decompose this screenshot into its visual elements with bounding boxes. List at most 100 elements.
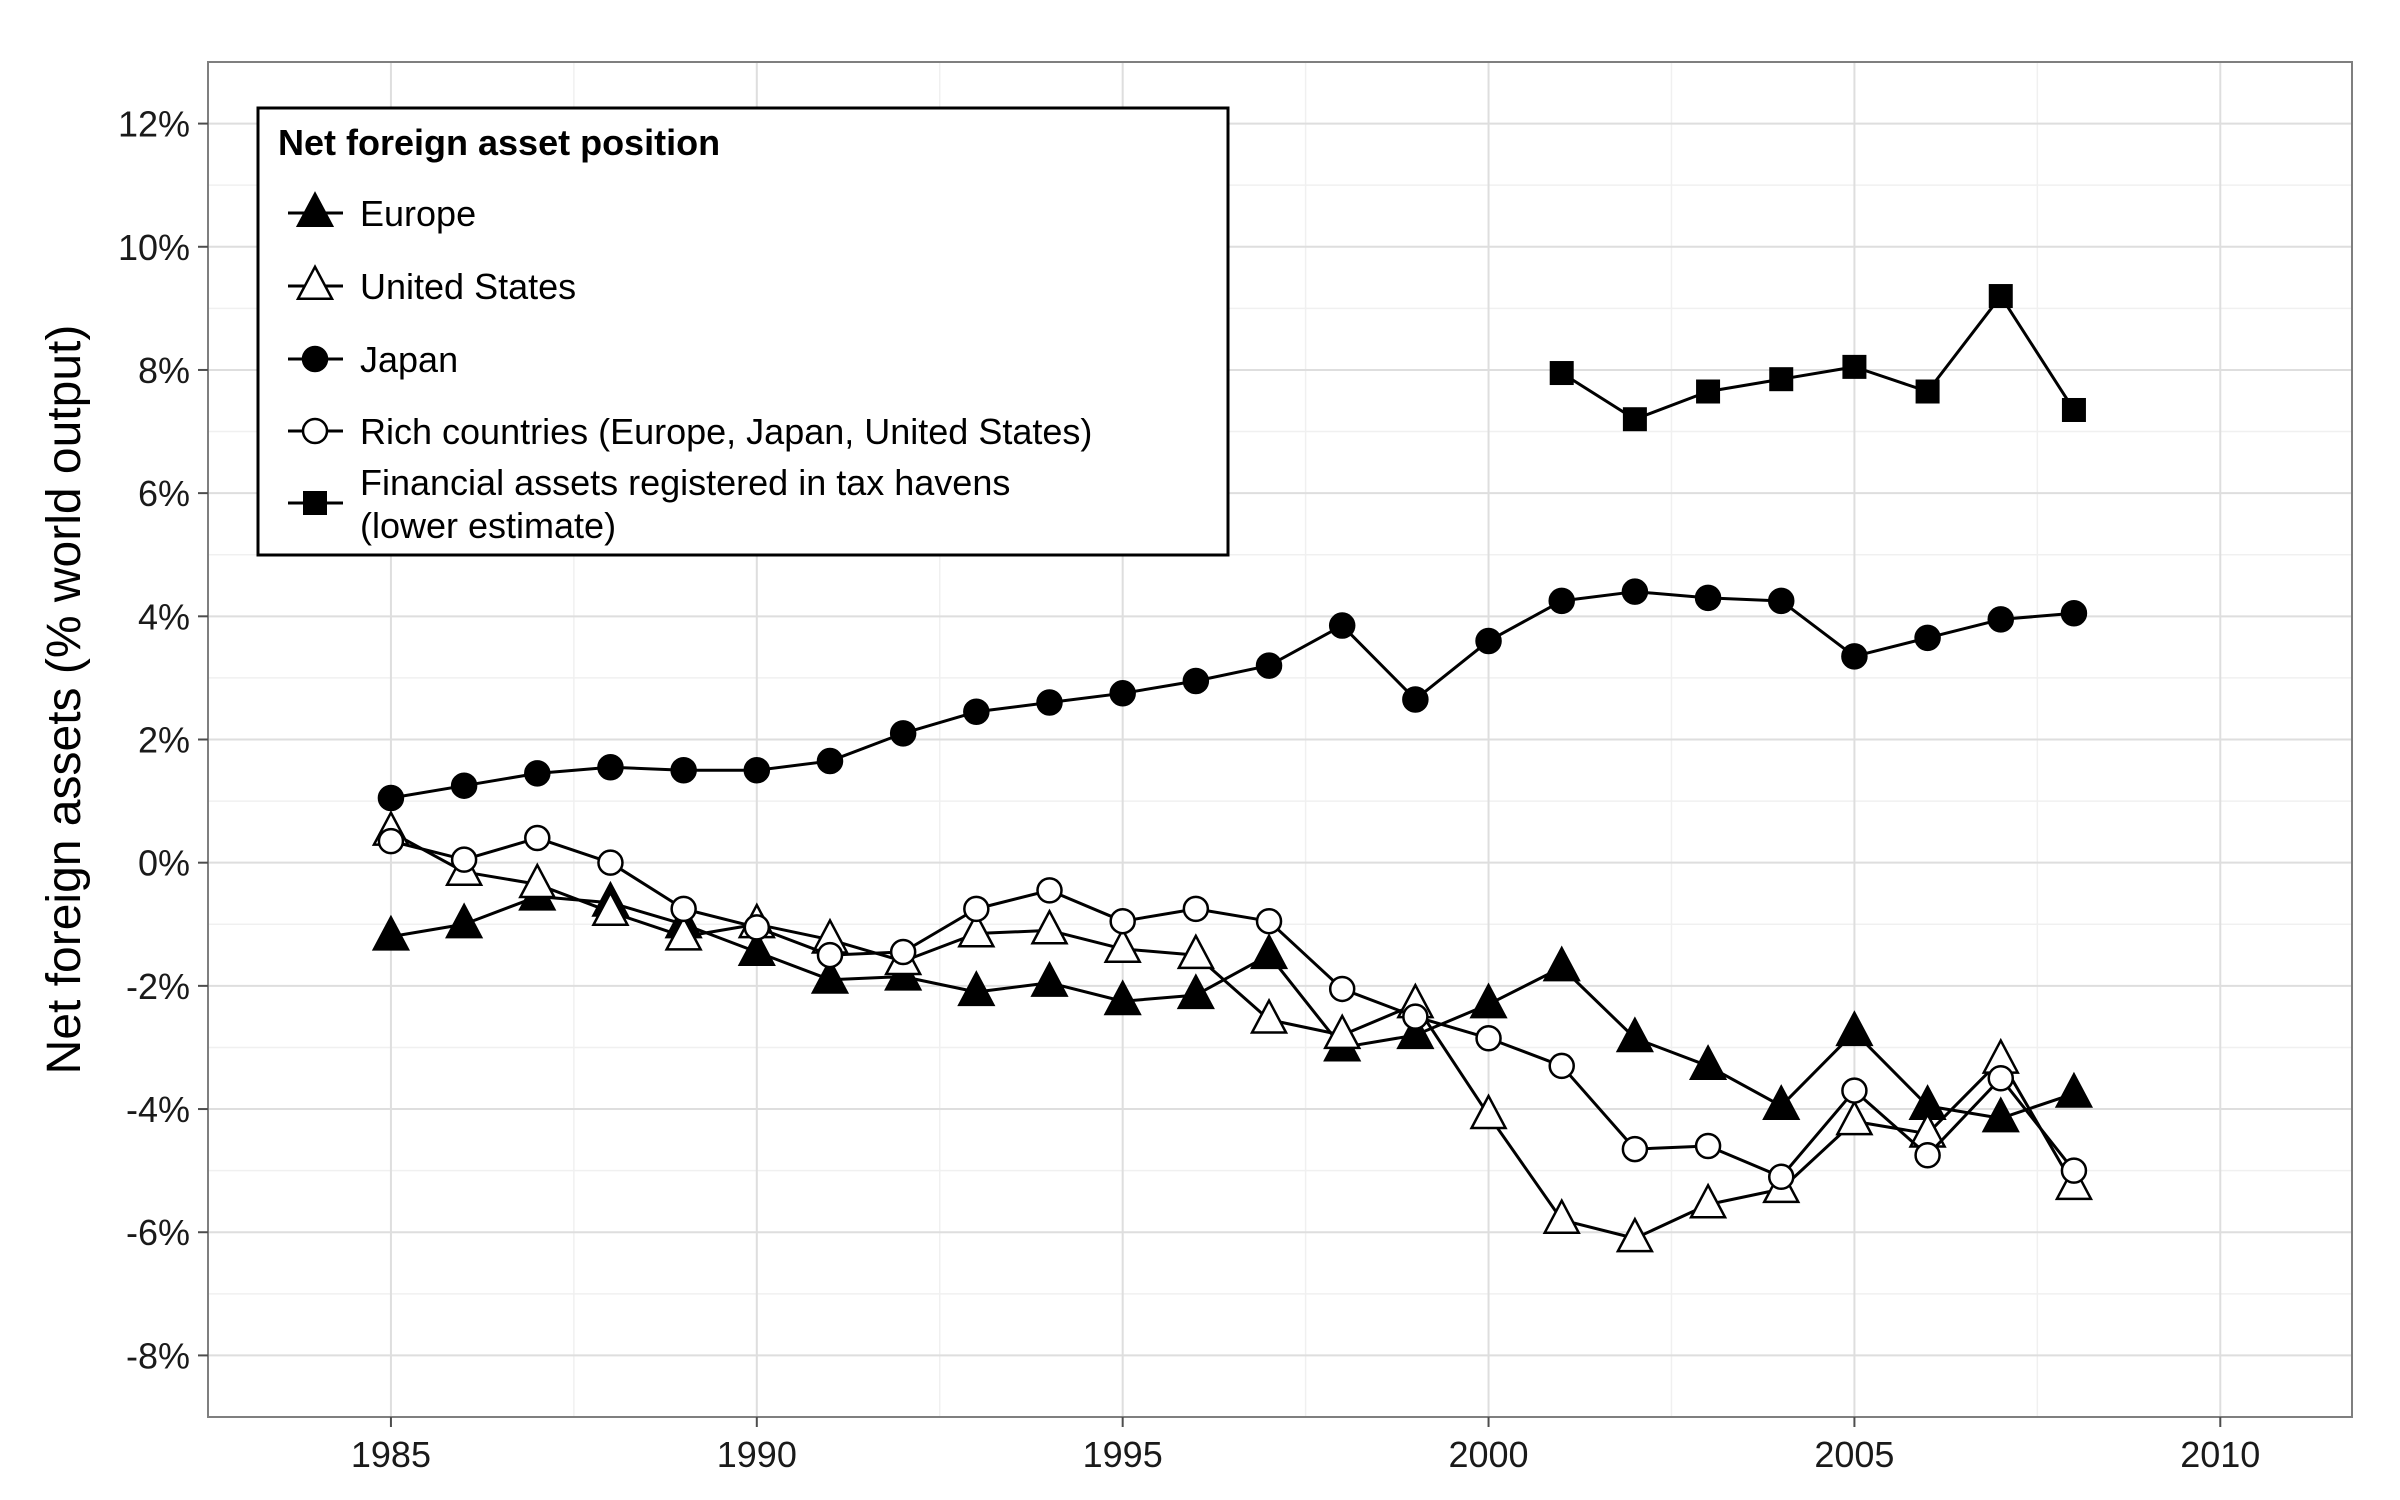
y-tick-label: 12% bbox=[118, 104, 190, 145]
legend-label: United States bbox=[360, 266, 576, 307]
x-tick-label: 2000 bbox=[1448, 1434, 1528, 1475]
data-point-marker bbox=[1767, 1163, 1795, 1191]
data-point-marker bbox=[1176, 933, 1215, 970]
y-tick-label: -6% bbox=[126, 1212, 190, 1253]
legend-label: Financial assets registered in tax haven… bbox=[360, 462, 1010, 546]
data-point-marker bbox=[1255, 652, 1283, 679]
data-point-marker bbox=[1475, 1024, 1502, 1052]
data-point-marker bbox=[371, 914, 411, 951]
legend-entry: Financial assets registered in tax haven… bbox=[288, 462, 1010, 546]
legend-entry: Japan bbox=[288, 339, 458, 380]
y-axis-title: Net foreign assets (% world output) bbox=[38, 325, 91, 1075]
legend-entry: United States bbox=[288, 264, 576, 307]
legend-entry: Rich countries (Europe, Japan, United St… bbox=[288, 411, 1092, 452]
x-tick-label: 1995 bbox=[1083, 1434, 1163, 1475]
data-point-marker bbox=[524, 824, 551, 852]
data-point-marker bbox=[957, 970, 996, 1007]
data-point-marker bbox=[1030, 960, 1069, 997]
data-point-marker bbox=[1835, 1099, 1874, 1136]
data-point-marker bbox=[1696, 379, 1721, 404]
data-point-marker bbox=[1981, 1096, 2020, 1133]
data-point-marker bbox=[1328, 612, 1356, 639]
y-tick-label: -2% bbox=[126, 966, 190, 1007]
data-point-marker bbox=[1249, 997, 1289, 1034]
data-point-marker bbox=[1548, 1052, 1575, 1080]
data-point-marker bbox=[597, 753, 624, 781]
legend-box bbox=[256, 106, 1230, 557]
data-series bbox=[371, 284, 2094, 1253]
data-point-marker bbox=[1542, 945, 1581, 982]
legend-label: Japan bbox=[360, 339, 458, 380]
data-point-marker bbox=[664, 914, 703, 951]
grid bbox=[208, 62, 2352, 1417]
y-tick-label: 8% bbox=[138, 350, 190, 391]
data-point-marker bbox=[737, 930, 776, 967]
axis-ticks: 1985 1990 1995 2000 2005 2010 -8% -6% -4% -2% 0% 2%… bbox=[118, 104, 2260, 1475]
data-point-marker bbox=[1987, 606, 2015, 633]
data-point-marker bbox=[1402, 686, 1429, 713]
y-tick-label: -4% bbox=[126, 1089, 190, 1130]
data-point-marker bbox=[1255, 907, 1283, 935]
data-point-marker bbox=[810, 957, 850, 994]
data-point-marker bbox=[1109, 680, 1136, 707]
data-point-marker bbox=[1688, 1182, 1728, 1219]
data-point-marker bbox=[889, 938, 917, 966]
data-point-marker bbox=[2061, 397, 2086, 422]
data-point-marker bbox=[1103, 979, 1142, 1016]
data-point-marker bbox=[1182, 667, 1210, 695]
data-point-marker bbox=[816, 747, 844, 775]
y-tick-label: 4% bbox=[138, 596, 190, 637]
data-point-marker bbox=[1182, 895, 1210, 923]
data-point-marker bbox=[591, 890, 630, 927]
data-point-marker bbox=[1542, 1198, 1581, 1234]
y-tick-label: 10% bbox=[118, 227, 190, 268]
data-point-marker bbox=[1694, 1132, 1722, 1160]
data-point-marker bbox=[1914, 1141, 1941, 1169]
data-point-marker bbox=[1030, 908, 1069, 945]
data-point-marker bbox=[1036, 877, 1063, 904]
data-point-marker bbox=[1615, 1016, 1654, 1053]
data-point-marker bbox=[1841, 1077, 1868, 1104]
x-tick-label: 1990 bbox=[717, 1434, 797, 1475]
data-point-marker bbox=[1176, 973, 1215, 1010]
series-line bbox=[390, 895, 2075, 1120]
data-point-marker bbox=[743, 914, 771, 941]
data-point-marker bbox=[2060, 1157, 2088, 1184]
data-point-marker bbox=[1549, 361, 1574, 386]
data-point-marker bbox=[518, 862, 557, 899]
data-point-marker bbox=[1767, 587, 1795, 615]
data-point-marker bbox=[1842, 354, 1867, 379]
data-point-marker bbox=[1396, 1013, 1435, 1050]
data-point-marker bbox=[1988, 284, 2013, 309]
legend-title: Net foreign asset position bbox=[278, 122, 720, 163]
series-square-filled bbox=[1549, 284, 2086, 432]
data-point-marker bbox=[1469, 982, 1508, 1019]
data-point-marker bbox=[957, 911, 996, 948]
data-point-marker bbox=[450, 772, 478, 799]
data-point-marker bbox=[445, 902, 484, 939]
data-point-marker bbox=[1328, 975, 1356, 1003]
data-point-marker bbox=[524, 760, 551, 787]
data-point-marker bbox=[450, 846, 478, 873]
x-tick-label: 2005 bbox=[1814, 1434, 1894, 1475]
data-point-marker bbox=[670, 895, 697, 923]
data-point-marker bbox=[295, 191, 335, 228]
data-point-marker bbox=[1987, 1065, 2015, 1092]
x-tick-label: 1985 bbox=[351, 1434, 431, 1475]
data-point-marker bbox=[1841, 643, 1868, 670]
data-point-marker bbox=[1323, 1013, 1362, 1050]
data-point-marker bbox=[1914, 624, 1941, 652]
y-tick-label: 0% bbox=[138, 843, 190, 884]
data-point-marker bbox=[1402, 1003, 1429, 1030]
data-point-marker bbox=[1622, 407, 1647, 432]
data-point-marker bbox=[1688, 1044, 1728, 1080]
data-point-marker bbox=[377, 827, 405, 855]
data-point-marker bbox=[1103, 927, 1142, 963]
data-point-marker bbox=[963, 895, 990, 923]
data-point-marker bbox=[1694, 584, 1722, 612]
data-point-marker bbox=[2054, 1071, 2094, 1108]
y-tick-label: 6% bbox=[138, 473, 190, 514]
data-point-marker bbox=[1548, 587, 1575, 615]
data-point-marker bbox=[670, 757, 697, 784]
